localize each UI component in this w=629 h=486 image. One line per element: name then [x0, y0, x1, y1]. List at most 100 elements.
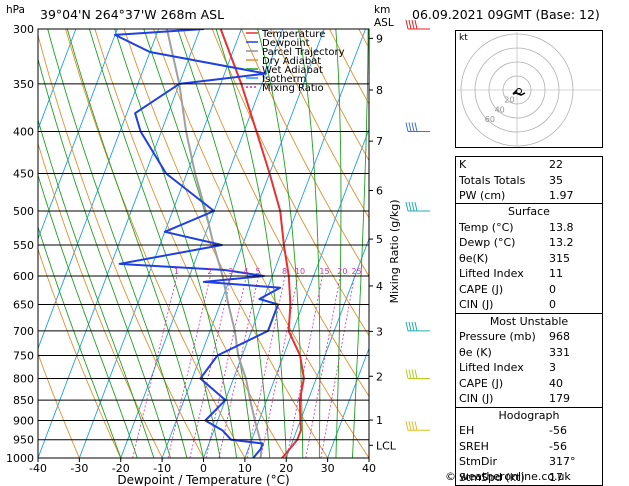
wind-barb-icon [405, 421, 430, 431]
surface-index-value: 0 [549, 282, 556, 296]
most-unstable-index-value: 179 [549, 392, 570, 405]
mixing-ratio-label: 15 [319, 267, 329, 276]
x-tick-label: 40 [362, 462, 376, 475]
legend-label: Dry Adiabat [262, 56, 321, 67]
height-tick-label: 2 [376, 370, 383, 383]
x-tick-label: -20 [112, 462, 130, 475]
hodograph-ring-label: 40 [495, 105, 505, 114]
pressure-tick-label: 350 [13, 78, 34, 91]
mixing-ratio-line [218, 275, 259, 458]
mixing-ratio-label: 2 [207, 267, 212, 276]
wet-adiabat-line [351, 29, 369, 458]
legend-label: Wet Adiabat [262, 65, 323, 76]
wind-barb-flag [414, 122, 418, 132]
surface-title: Surface [508, 205, 550, 218]
index-value: 35 [549, 173, 563, 187]
most-unstable-index-label: CIN (J) [459, 392, 494, 405]
surface-index-value: 11 [549, 267, 563, 280]
pressure-tick-label: 800 [13, 372, 34, 385]
wind-barb-icon [405, 321, 430, 332]
hodograph-index-row: StmSpd (kt) 17 [456, 470, 602, 486]
hodograph-index-row: StmDir 317° [456, 454, 602, 470]
wind-barb-icon [405, 369, 430, 379]
mixing-ratio-line [205, 275, 247, 458]
wind-barb-flag [411, 421, 415, 431]
storm-motion-marker [516, 88, 522, 94]
index-label: K [459, 158, 467, 171]
index-row: Totals Totals 35 [456, 173, 602, 189]
most-unstable-index-label: CAPE (J) [459, 376, 504, 390]
wind-barb-icon [405, 19, 430, 30]
isotherm-line [38, 29, 77, 131]
legend-label: Isotherm [262, 74, 306, 85]
wind-barb-flag [408, 201, 412, 212]
wind-barb-flag [411, 321, 415, 332]
wind-barb-flag [405, 201, 409, 212]
dry-adiabat-line [299, 29, 369, 162]
x-tick-label: 0 [200, 462, 207, 475]
wind-barb-flag [405, 122, 409, 132]
hodograph-index-label: EH [459, 424, 475, 437]
most-unstable-index-row: Pressure (mb) 968 [456, 329, 602, 345]
surface-index-row: CAPE (J) 0 [456, 282, 602, 298]
isotherm-line [38, 29, 201, 458]
surface-index-label: Lifted Index [459, 267, 524, 280]
mixing-ratio-line [246, 275, 286, 458]
most-unstable-index-row: θe (K) 331 [456, 345, 602, 361]
surface-index-row: Temp (°C) 13.8 [456, 220, 602, 236]
height-tick-label: 7 [376, 135, 383, 148]
hodograph-unit-label: kt [459, 33, 468, 43]
x-tick-label: -40 [29, 462, 47, 475]
hodograph-index-value: 17 [549, 470, 563, 484]
hodograph-index-label: StmDir [459, 455, 498, 468]
isotherm-line [38, 29, 118, 241]
pressure-tick-label: 1000 [6, 452, 34, 465]
mixing-ratio-label: 4 [243, 267, 248, 276]
pressure-tick-label: 650 [13, 299, 34, 312]
datetime-label: 06.09.2021 09GMT (Base: 12) [412, 7, 600, 22]
dry-adiabat-line [241, 29, 369, 278]
pressure-tick-label: 550 [13, 239, 34, 252]
hodograph-index-value: 317° [549, 455, 576, 468]
mixing-ratio-line [286, 275, 323, 458]
mixing-ratio-label: 3 [228, 267, 233, 276]
skewt-chart: 1 2 3 4 5 8 10 15 20 2530035040045050055060065070… [6, 19, 456, 486]
dry-adiabat-line [358, 29, 369, 50]
wind-barb-flag [408, 19, 412, 30]
height-tick-label: 4 [376, 280, 383, 293]
most-unstable-index-value: 3 [549, 361, 556, 374]
height-tick-label: 9 [376, 32, 383, 45]
plot-area [38, 29, 456, 458]
index-label: Totals Totals [459, 173, 526, 187]
x-tick-label: 10 [238, 462, 252, 475]
credit-label: © weatheronline.co.uk [445, 470, 571, 483]
isotherm-line [327, 347, 369, 458]
surface-index-row: Lifted Index 11 [456, 266, 602, 282]
most-unstable-index-row: Lifted Index 3 [456, 360, 602, 376]
wind-barb-flag [411, 369, 415, 379]
height-tick-label: 5 [376, 233, 383, 246]
mixing-ratio-label: 1 [174, 267, 179, 276]
surface-index-label: Dewp (°C) [459, 236, 516, 249]
dry-adiabat-line [418, 29, 456, 458]
index-row: PW (cm) 1.97 [456, 188, 602, 204]
hodograph-index-row: EH -56 [456, 423, 602, 439]
x-tick-label: -10 [153, 462, 171, 475]
height-tick-label: 6 [376, 184, 383, 197]
mixing-ratio-label: 25 [351, 267, 361, 276]
hodograph-ring-label: 60 [485, 115, 495, 124]
isotherm-line [120, 29, 284, 458]
legend-label: Mixing Ratio [262, 83, 324, 94]
height-tick-label: 1 [376, 414, 383, 427]
wind-barb-flag [414, 19, 418, 30]
wind-barb-flag [408, 369, 412, 379]
km-unit-label: km [374, 4, 391, 16]
isotherm-line [244, 128, 369, 458]
most-unstable-index-row: CIN (J) 179 [456, 391, 602, 407]
most-unstable-index-label: θe (K) [459, 345, 492, 359]
surface-index-value: 0 [549, 298, 556, 311]
mixing-ratio-label: 20 [337, 267, 347, 276]
pressure-tick-label: 500 [13, 205, 34, 218]
wet-adiabat-line [177, 29, 271, 458]
